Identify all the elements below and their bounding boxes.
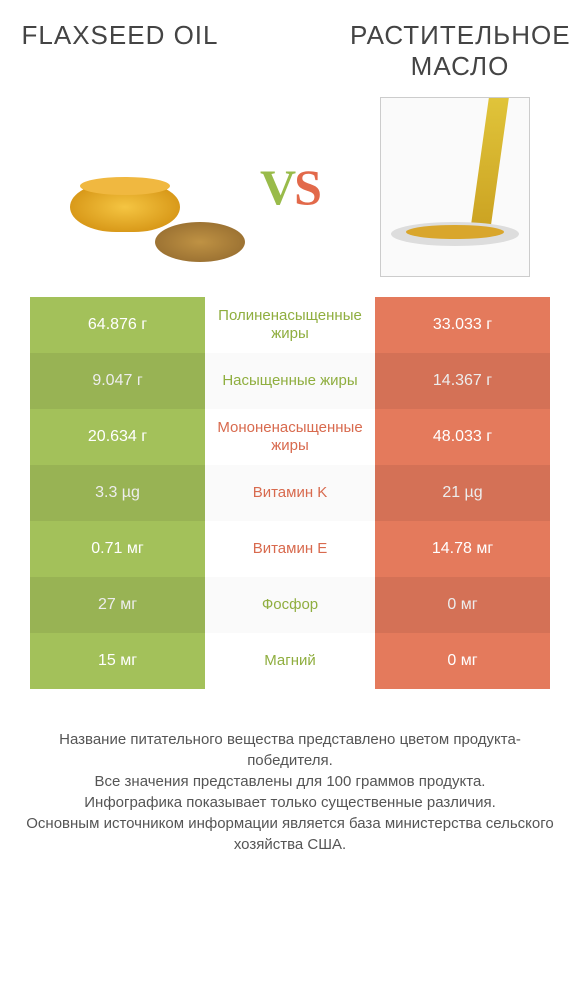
value-right: 0 мг: [375, 577, 550, 633]
value-right: 33.033 г: [375, 297, 550, 353]
footer-line: Название питательного вещества представл…: [20, 729, 560, 771]
header: Flaxseed oil Растительное масло: [0, 0, 580, 82]
images-row: VS: [0, 82, 580, 297]
nutrient-label: Мононенасыщенные жиры: [205, 409, 375, 465]
title-right: Растительное масло: [350, 20, 570, 82]
nutrient-label: Витамин K: [205, 465, 375, 521]
value-left: 15 мг: [30, 633, 205, 689]
nutrient-label: Насыщенные жиры: [205, 353, 375, 409]
product-image-left: [35, 97, 215, 277]
vs-label: VS: [260, 158, 320, 216]
footer-line: Основным источником информации является …: [20, 813, 560, 855]
nutrient-label: Витамин E: [205, 521, 375, 577]
value-left: 9.047 г: [30, 353, 205, 409]
vs-s: S: [294, 159, 320, 215]
vs-v: V: [260, 159, 294, 215]
nutrient-label: Полиненасыщенные жиры: [205, 297, 375, 353]
product-image-right: [365, 97, 545, 277]
table-row: 15 мгМагний0 мг: [30, 633, 550, 689]
nutrient-label: Фосфор: [205, 577, 375, 633]
value-right: 14.78 мг: [375, 521, 550, 577]
value-left: 3.3 µg: [30, 465, 205, 521]
title-left: Flaxseed oil: [10, 20, 230, 51]
table-row: 0.71 мгВитамин E14.78 мг: [30, 521, 550, 577]
value-left: 20.634 г: [30, 409, 205, 465]
table-row: 64.876 гПолиненасыщенные жиры33.033 г: [30, 297, 550, 353]
value-right: 0 мг: [375, 633, 550, 689]
value-left: 27 мг: [30, 577, 205, 633]
table-row: 3.3 µgВитамин K21 µg: [30, 465, 550, 521]
table-row: 9.047 гНасыщенные жиры14.367 г: [30, 353, 550, 409]
footer-line: Все значения представлены для 100 граммо…: [20, 771, 560, 792]
value-right: 21 µg: [375, 465, 550, 521]
value-right: 14.367 г: [375, 353, 550, 409]
footer-notes: Название питательного вещества представл…: [0, 689, 580, 855]
table-row: 27 мгФосфор0 мг: [30, 577, 550, 633]
comparison-table: 64.876 гПолиненасыщенные жиры33.033 г9.0…: [30, 297, 550, 689]
value-right: 48.033 г: [375, 409, 550, 465]
value-left: 64.876 г: [30, 297, 205, 353]
value-left: 0.71 мг: [30, 521, 205, 577]
nutrient-label: Магний: [205, 633, 375, 689]
footer-line: Инфографика показывает только существенн…: [20, 792, 560, 813]
table-row: 20.634 гМононенасыщенные жиры48.033 г: [30, 409, 550, 465]
